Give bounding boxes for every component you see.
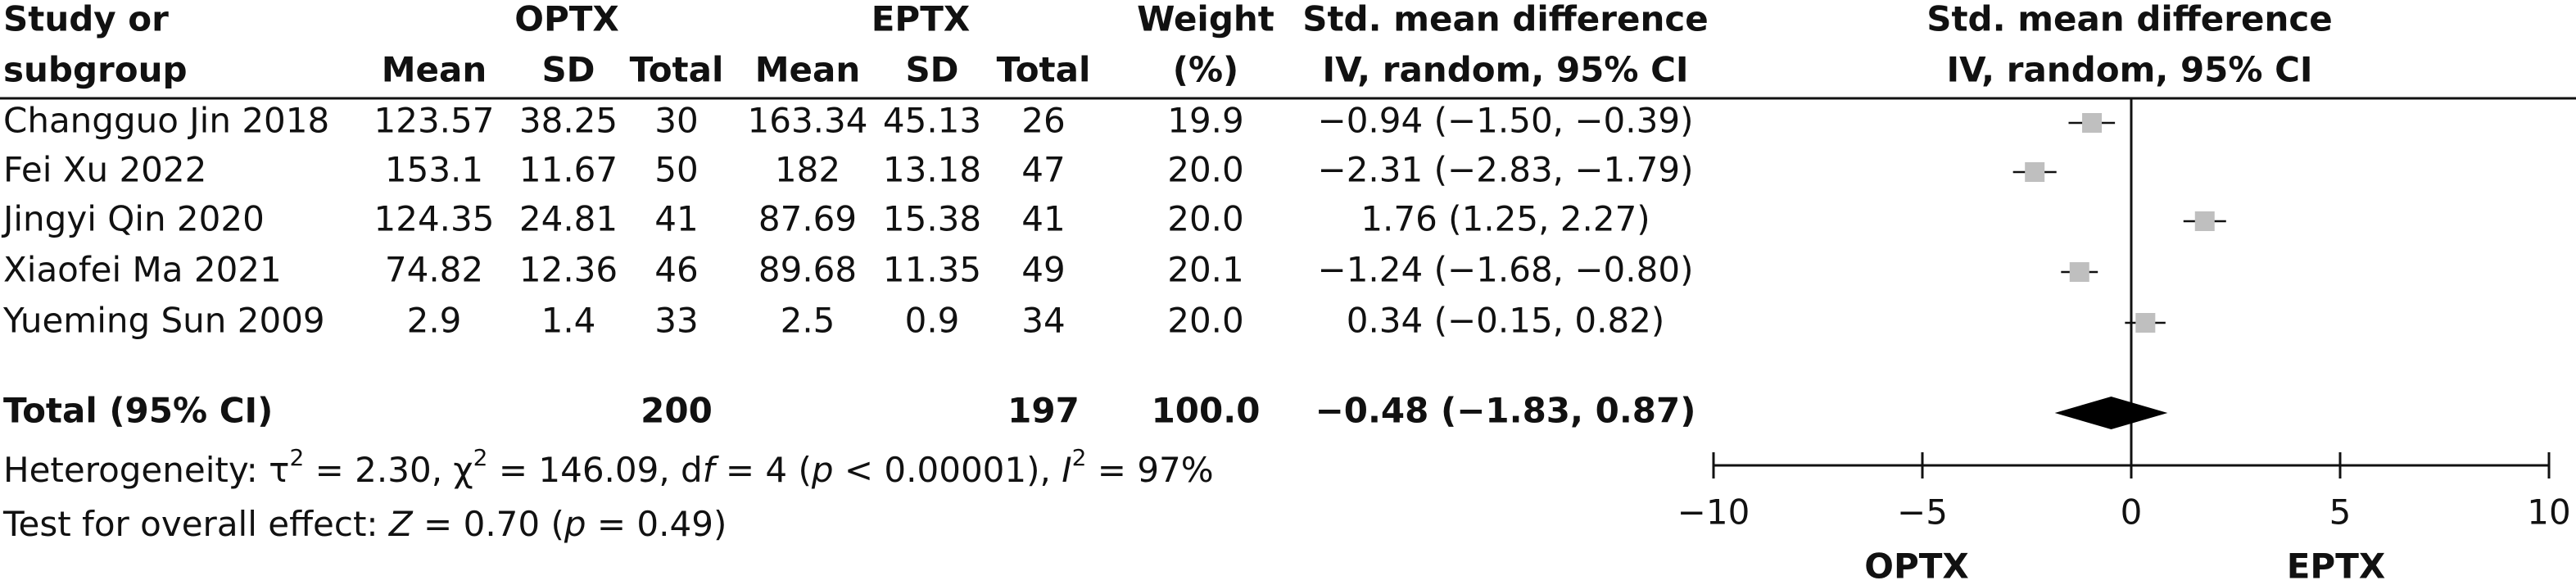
- ci-label: −0.48 (−1.83, 0.87): [1315, 391, 1696, 431]
- x-side-label: EPTX: [2287, 546, 2386, 585]
- cell: 33: [654, 301, 698, 341]
- cell: 20.0: [1167, 150, 1244, 190]
- footnote-part: = 146.09, d: [487, 450, 702, 490]
- cell: 24.81: [519, 199, 618, 239]
- cell: 87.69: [758, 199, 857, 239]
- cell: 45.13: [883, 101, 981, 141]
- cell: 124.35: [374, 199, 495, 239]
- x-tick-label: −10: [1677, 492, 1750, 533]
- footnote-part: Z: [388, 504, 414, 544]
- cell: 0.9: [905, 301, 960, 341]
- cell: 200: [641, 391, 713, 431]
- study-name: Fei Xu 2022: [3, 150, 206, 190]
- footnote-part: 2: [473, 444, 488, 471]
- cell: 30: [654, 101, 698, 141]
- cell: 47: [1021, 150, 1065, 190]
- cell: 123.57: [374, 101, 495, 141]
- ci-label: −1.24 (−1.68, −0.80): [1318, 250, 1694, 290]
- column-header: SD: [541, 50, 595, 90]
- effect-square: [2069, 262, 2089, 282]
- cell: 182: [775, 150, 840, 190]
- column-header: IV, random, 95% CI: [1946, 50, 2312, 90]
- column-header: Total: [630, 50, 724, 90]
- ci-label: −2.31 (−2.83, −1.79): [1318, 150, 1694, 190]
- header: EPTX: [871, 0, 971, 39]
- cell: 20.0: [1167, 301, 1244, 341]
- cell: 11.67: [519, 150, 618, 190]
- cell: 13.18: [883, 150, 981, 190]
- cell: 49: [1021, 250, 1065, 290]
- study-name: Yueming Sun 2009: [2, 301, 325, 341]
- ci-label: 1.76 (1.25, 2.27): [1360, 199, 1650, 239]
- cell: 20.0: [1167, 199, 1244, 239]
- footnote-part: I: [1062, 450, 1071, 490]
- effect-square: [2194, 211, 2215, 231]
- cell: 2.9: [407, 301, 462, 341]
- cell: 46: [654, 250, 698, 290]
- cell: 41: [654, 199, 698, 239]
- effect-square: [2025, 162, 2045, 182]
- effect-square: [2082, 113, 2103, 133]
- cell: 89.68: [758, 250, 857, 290]
- footnote-part: < 0.00001),: [834, 450, 1062, 490]
- study-name: Jingyi Qin 2020: [1, 199, 265, 239]
- ci-label: −0.94 (−1.50, −0.39): [1318, 101, 1694, 141]
- cell: 100.0: [1152, 391, 1261, 431]
- cell: 153.1: [385, 150, 483, 190]
- x-tick-label: 0: [2121, 492, 2143, 533]
- footnote-part: 2: [289, 444, 304, 471]
- footnote: Heterogeneity: τ2 = 2.30, χ2 = 146.09, d…: [3, 444, 1214, 490]
- cell: 197: [1007, 391, 1080, 431]
- footnote-part: = 97%: [1086, 450, 1213, 490]
- footnote-part: Heterogeneity: τ: [3, 450, 289, 490]
- cell: 34: [1021, 301, 1065, 341]
- header: subgroup: [3, 50, 188, 90]
- cell: 74.82: [385, 250, 483, 290]
- study-name: Changguo Jin 2018: [3, 101, 329, 141]
- cell: 12.36: [519, 250, 618, 290]
- cell: 163.34: [748, 101, 868, 141]
- footnote-part: p: [811, 450, 834, 490]
- footnote-part: 2: [1072, 444, 1087, 471]
- x-tick-label: 10: [2527, 492, 2570, 533]
- column-header: Mean: [755, 50, 861, 90]
- column-header: Std. mean difference: [1302, 0, 1709, 39]
- x-side-label: OPTX: [1864, 546, 1969, 585]
- footnote-part: = 0.49): [586, 504, 727, 544]
- study-name: Xiaofei Ma 2021: [3, 250, 282, 290]
- header: Study or: [3, 0, 169, 39]
- footnote-part: p: [564, 504, 586, 544]
- cell: 26: [1021, 101, 1065, 141]
- x-tick-label: 5: [2329, 492, 2352, 533]
- header: OPTX: [514, 0, 619, 39]
- total-diamond: [2054, 397, 2168, 429]
- cell: 2.5: [781, 301, 835, 341]
- footnote-part: = 0.70 (: [413, 504, 564, 544]
- cell: 20.1: [1167, 250, 1244, 290]
- x-tick-label: −5: [1897, 492, 1948, 533]
- column-header: SD: [905, 50, 958, 90]
- total-name: Total (95% CI): [3, 391, 273, 431]
- cell: 11.35: [883, 250, 981, 290]
- cell: 41: [1021, 199, 1065, 239]
- ci-label: 0.34 (−0.15, 0.82): [1347, 301, 1665, 341]
- column-header: Mean: [382, 50, 487, 90]
- footnote-part: Test for overall effect:: [2, 504, 389, 544]
- column-header: Std. mean difference: [1926, 0, 2333, 39]
- column-header: Total: [997, 50, 1091, 90]
- column-header: (%): [1173, 50, 1238, 90]
- column-header: IV, random, 95% CI: [1322, 50, 1688, 90]
- column-header: Weight: [1137, 0, 1274, 39]
- cell: 1.4: [541, 301, 596, 341]
- footnote-part: = 4 (: [715, 450, 812, 490]
- effect-square: [2135, 313, 2156, 333]
- footnote-part: = 2.30, χ: [304, 450, 473, 490]
- cell: 19.9: [1167, 101, 1244, 141]
- footnote: Test for overall effect: Z = 0.70 (p = 0…: [2, 504, 727, 544]
- cell: 38.25: [519, 101, 618, 141]
- cell: 50: [654, 150, 698, 190]
- cell: 15.38: [883, 199, 981, 239]
